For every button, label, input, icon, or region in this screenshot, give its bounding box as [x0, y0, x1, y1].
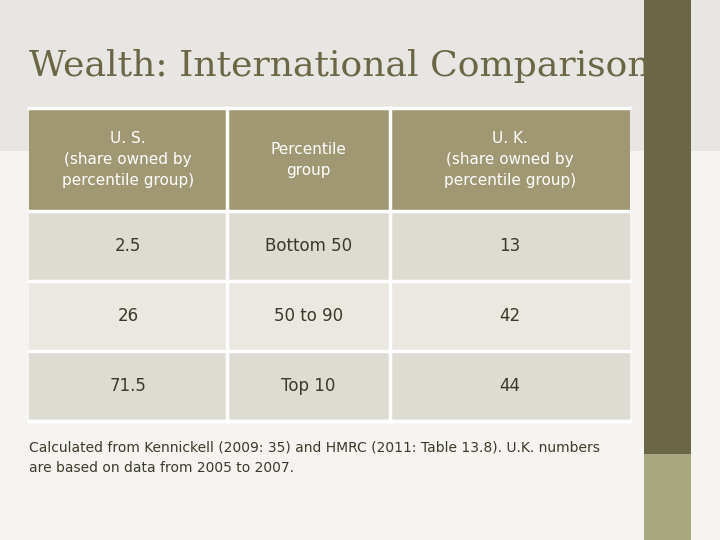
Bar: [644, 0, 691, 454]
Text: 2.5: 2.5: [114, 238, 141, 255]
Text: 13: 13: [499, 238, 521, 255]
Text: Bottom 50: Bottom 50: [265, 238, 352, 255]
Bar: [0, 0, 720, 151]
Bar: [390, 281, 630, 351]
Text: 44: 44: [499, 377, 521, 395]
Text: 71.5: 71.5: [109, 377, 146, 395]
Text: 42: 42: [499, 307, 521, 325]
Bar: [29, 211, 228, 281]
Text: U. K.
(share owned by
percentile group): U. K. (share owned by percentile group): [444, 131, 576, 188]
Bar: [228, 108, 390, 211]
Text: U. S.
(share owned by
percentile group): U. S. (share owned by percentile group): [62, 131, 194, 188]
Text: 50 to 90: 50 to 90: [274, 307, 343, 325]
Text: 26: 26: [117, 307, 138, 325]
Bar: [644, 454, 691, 540]
Text: Calculated from Kennickell (2009: 35) and HMRC (2011: Table 13.8). U.K. numbers
: Calculated from Kennickell (2009: 35) an…: [29, 440, 600, 475]
Bar: [390, 351, 630, 421]
Text: Top 10: Top 10: [282, 377, 336, 395]
Bar: [390, 211, 630, 281]
Bar: [29, 281, 228, 351]
Bar: [228, 351, 390, 421]
Bar: [29, 351, 228, 421]
Bar: [228, 281, 390, 351]
Bar: [390, 108, 630, 211]
Text: Wealth: International Comparison: Wealth: International Comparison: [29, 49, 650, 83]
Text: Percentile
group: Percentile group: [271, 141, 346, 178]
Bar: [29, 108, 228, 211]
Bar: [228, 211, 390, 281]
